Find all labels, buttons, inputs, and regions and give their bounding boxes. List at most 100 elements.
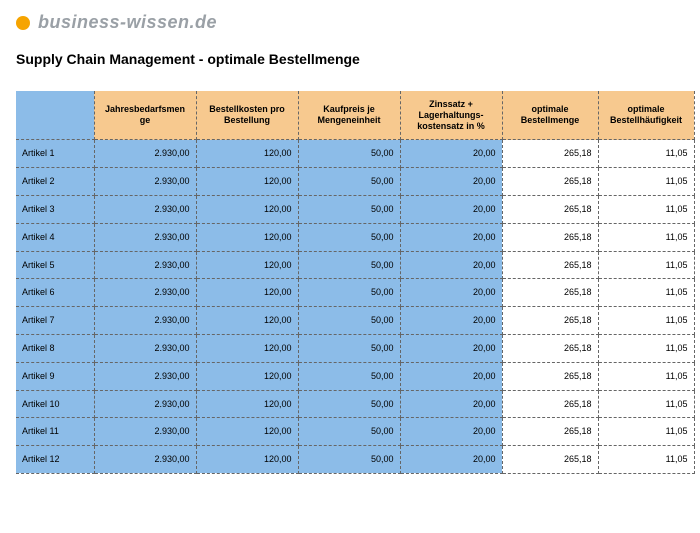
cell-c6: 11,05	[598, 195, 694, 223]
cell-c6: 11,05	[598, 334, 694, 362]
cell-c2: 120,00	[196, 334, 298, 362]
cell-c3: 50,00	[298, 140, 400, 168]
cell-c4: 20,00	[400, 446, 502, 474]
cell-c1: 2.930,00	[94, 223, 196, 251]
table-row: Artikel 32.930,00120,0050,0020,00265,181…	[16, 195, 694, 223]
logo-dot-icon	[16, 16, 30, 30]
cell-c6: 11,05	[598, 362, 694, 390]
table-row: Artikel 82.930,00120,0050,0020,00265,181…	[16, 334, 694, 362]
cell-c1: 2.930,00	[94, 140, 196, 168]
col-header-c2: Bestellkosten proBestellung	[196, 91, 298, 140]
row-label: Artikel 9	[16, 362, 94, 390]
cell-c5: 265,18	[502, 418, 598, 446]
cell-c4: 20,00	[400, 279, 502, 307]
cell-c1: 2.930,00	[94, 418, 196, 446]
cell-c5: 265,18	[502, 251, 598, 279]
cell-c4: 20,00	[400, 223, 502, 251]
cell-c5: 265,18	[502, 168, 598, 196]
cell-c2: 120,00	[196, 168, 298, 196]
cell-c4: 20,00	[400, 140, 502, 168]
cell-c5: 265,18	[502, 140, 598, 168]
logo-text: business-wissen.de	[38, 12, 217, 33]
cell-c6: 11,05	[598, 140, 694, 168]
col-header-c6: optimaleBestellhäufigkeit	[598, 91, 694, 140]
row-label: Artikel 8	[16, 334, 94, 362]
row-label: Artikel 3	[16, 195, 94, 223]
page-root: business-wissen.de Supply Chain Manageme…	[0, 0, 700, 482]
col-header-rowhead	[16, 91, 94, 140]
col-header-c4: Zinssatz +Lagerhaltungs-kostensatz in %	[400, 91, 502, 140]
cell-c4: 20,00	[400, 307, 502, 335]
cell-c5: 265,18	[502, 279, 598, 307]
row-label: Artikel 12	[16, 446, 94, 474]
cell-c3: 50,00	[298, 362, 400, 390]
cell-c3: 50,00	[298, 195, 400, 223]
cell-c2: 120,00	[196, 362, 298, 390]
cell-c1: 2.930,00	[94, 334, 196, 362]
row-label: Artikel 11	[16, 418, 94, 446]
cell-c4: 20,00	[400, 168, 502, 196]
cell-c6: 11,05	[598, 446, 694, 474]
cell-c3: 50,00	[298, 168, 400, 196]
cell-c3: 50,00	[298, 251, 400, 279]
cell-c1: 2.930,00	[94, 307, 196, 335]
cell-c4: 20,00	[400, 362, 502, 390]
cell-c2: 120,00	[196, 390, 298, 418]
cell-c6: 11,05	[598, 168, 694, 196]
row-label: Artikel 7	[16, 307, 94, 335]
cell-c2: 120,00	[196, 140, 298, 168]
cell-c1: 2.930,00	[94, 390, 196, 418]
cell-c6: 11,05	[598, 223, 694, 251]
cell-c3: 50,00	[298, 418, 400, 446]
cell-c4: 20,00	[400, 418, 502, 446]
cell-c1: 2.930,00	[94, 251, 196, 279]
cell-c5: 265,18	[502, 334, 598, 362]
cell-c5: 265,18	[502, 223, 598, 251]
cell-c6: 11,05	[598, 251, 694, 279]
cell-c5: 265,18	[502, 307, 598, 335]
cell-c2: 120,00	[196, 418, 298, 446]
logo: business-wissen.de	[16, 12, 684, 33]
cell-c3: 50,00	[298, 390, 400, 418]
cell-c3: 50,00	[298, 307, 400, 335]
table-row: Artikel 12.930,00120,0050,0020,00265,181…	[16, 140, 694, 168]
cell-c5: 265,18	[502, 195, 598, 223]
cell-c6: 11,05	[598, 418, 694, 446]
cell-c6: 11,05	[598, 390, 694, 418]
page-title: Supply Chain Management - optimale Beste…	[16, 51, 684, 67]
cell-c2: 120,00	[196, 251, 298, 279]
cell-c1: 2.930,00	[94, 279, 196, 307]
cell-c1: 2.930,00	[94, 446, 196, 474]
table-row: Artikel 112.930,00120,0050,0020,00265,18…	[16, 418, 694, 446]
cell-c5: 265,18	[502, 390, 598, 418]
row-label: Artikel 1	[16, 140, 94, 168]
scm-table: JahresbedarfsmengeBestellkosten proBeste…	[16, 91, 695, 474]
cell-c1: 2.930,00	[94, 362, 196, 390]
cell-c6: 11,05	[598, 307, 694, 335]
cell-c3: 50,00	[298, 334, 400, 362]
table-row: Artikel 72.930,00120,0050,0020,00265,181…	[16, 307, 694, 335]
row-label: Artikel 2	[16, 168, 94, 196]
row-label: Artikel 4	[16, 223, 94, 251]
cell-c4: 20,00	[400, 390, 502, 418]
cell-c4: 20,00	[400, 334, 502, 362]
cell-c2: 120,00	[196, 446, 298, 474]
cell-c3: 50,00	[298, 223, 400, 251]
cell-c6: 11,05	[598, 279, 694, 307]
table-row: Artikel 42.930,00120,0050,0020,00265,181…	[16, 223, 694, 251]
cell-c5: 265,18	[502, 446, 598, 474]
cell-c4: 20,00	[400, 195, 502, 223]
table-header-row: JahresbedarfsmengeBestellkosten proBeste…	[16, 91, 694, 140]
row-label: Artikel 10	[16, 390, 94, 418]
table-row: Artikel 22.930,00120,0050,0020,00265,181…	[16, 168, 694, 196]
cell-c3: 50,00	[298, 446, 400, 474]
col-header-c5: optimaleBestellmenge	[502, 91, 598, 140]
cell-c2: 120,00	[196, 279, 298, 307]
cell-c5: 265,18	[502, 362, 598, 390]
cell-c1: 2.930,00	[94, 195, 196, 223]
table-row: Artikel 52.930,00120,0050,0020,00265,181…	[16, 251, 694, 279]
table-row: Artikel 92.930,00120,0050,0020,00265,181…	[16, 362, 694, 390]
cell-c4: 20,00	[400, 251, 502, 279]
row-label: Artikel 5	[16, 251, 94, 279]
table-row: Artikel 62.930,00120,0050,0020,00265,181…	[16, 279, 694, 307]
